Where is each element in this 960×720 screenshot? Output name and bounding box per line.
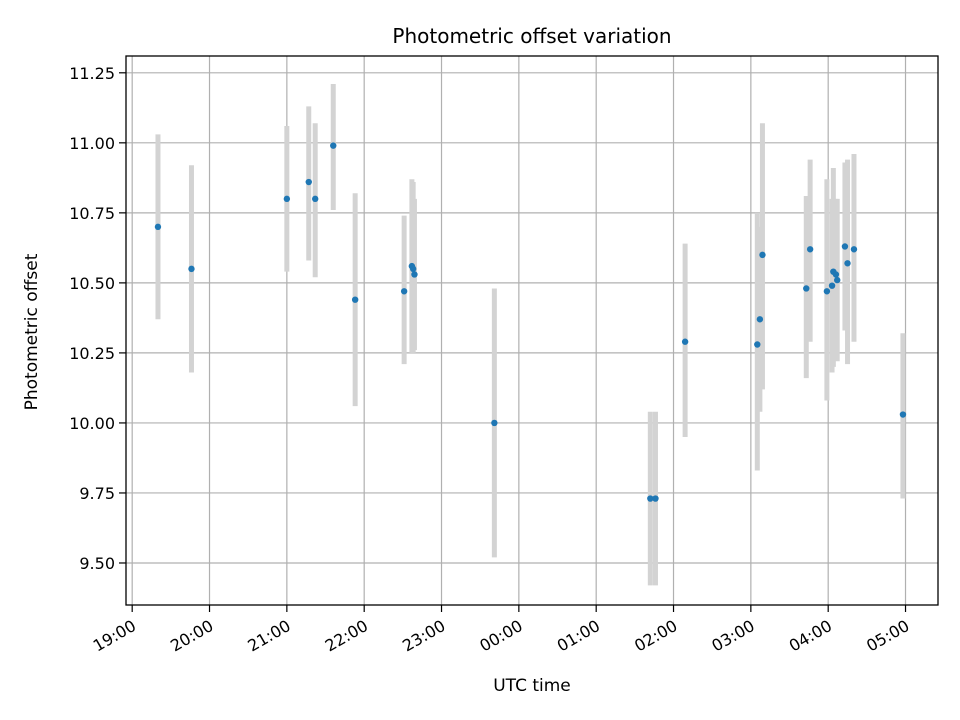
axes-border bbox=[125, 55, 939, 606]
data-point bbox=[312, 195, 319, 203]
data-point bbox=[823, 288, 831, 295]
data-point bbox=[806, 246, 814, 253]
data-point bbox=[759, 251, 766, 259]
data-point bbox=[844, 260, 851, 267]
y-tick-label: 10.00 bbox=[69, 414, 115, 433]
data-point bbox=[647, 495, 654, 502]
y-tick-label: 10.75 bbox=[69, 204, 115, 223]
data-point bbox=[850, 246, 858, 253]
data-point bbox=[283, 195, 291, 203]
data-points bbox=[154, 142, 907, 502]
data-point bbox=[754, 341, 761, 348]
data-point bbox=[154, 223, 162, 231]
data-point bbox=[351, 296, 359, 303]
data-point bbox=[681, 338, 689, 345]
data-point bbox=[756, 316, 764, 323]
y-tick-label: 10.25 bbox=[69, 344, 115, 363]
data-point bbox=[491, 419, 498, 427]
y-tick-label: 10.50 bbox=[69, 274, 115, 293]
y-tick-label: 11.25 bbox=[69, 64, 115, 83]
y-tick-label: 9.50 bbox=[79, 554, 115, 573]
data-point bbox=[834, 276, 841, 284]
data-point bbox=[828, 282, 836, 289]
data-point bbox=[411, 271, 418, 278]
plot-frame bbox=[125, 55, 939, 606]
plot-background bbox=[126, 56, 938, 605]
y-axis-ticks: 9.50 9.75 10.00 10.25 10.50 10.75 11.00 11.25 bbox=[69, 64, 126, 573]
chart-title: Photometric offset variation bbox=[392, 24, 671, 48]
y-tick-label: 9.75 bbox=[79, 484, 115, 503]
data-point bbox=[652, 495, 659, 502]
data-point bbox=[409, 265, 417, 273]
x-axis-label: UTC time bbox=[493, 676, 571, 696]
data-point bbox=[832, 271, 840, 278]
y-tick-label: 11.00 bbox=[69, 134, 115, 153]
y-axis-label: Photometric offset bbox=[22, 253, 42, 410]
data-point bbox=[188, 265, 195, 273]
data-point bbox=[400, 288, 408, 295]
data-point bbox=[330, 142, 337, 149]
data-point bbox=[803, 285, 810, 292]
data-point bbox=[305, 178, 312, 186]
data-point bbox=[899, 411, 907, 418]
plot-area bbox=[126, 56, 938, 605]
data-point bbox=[841, 243, 849, 250]
